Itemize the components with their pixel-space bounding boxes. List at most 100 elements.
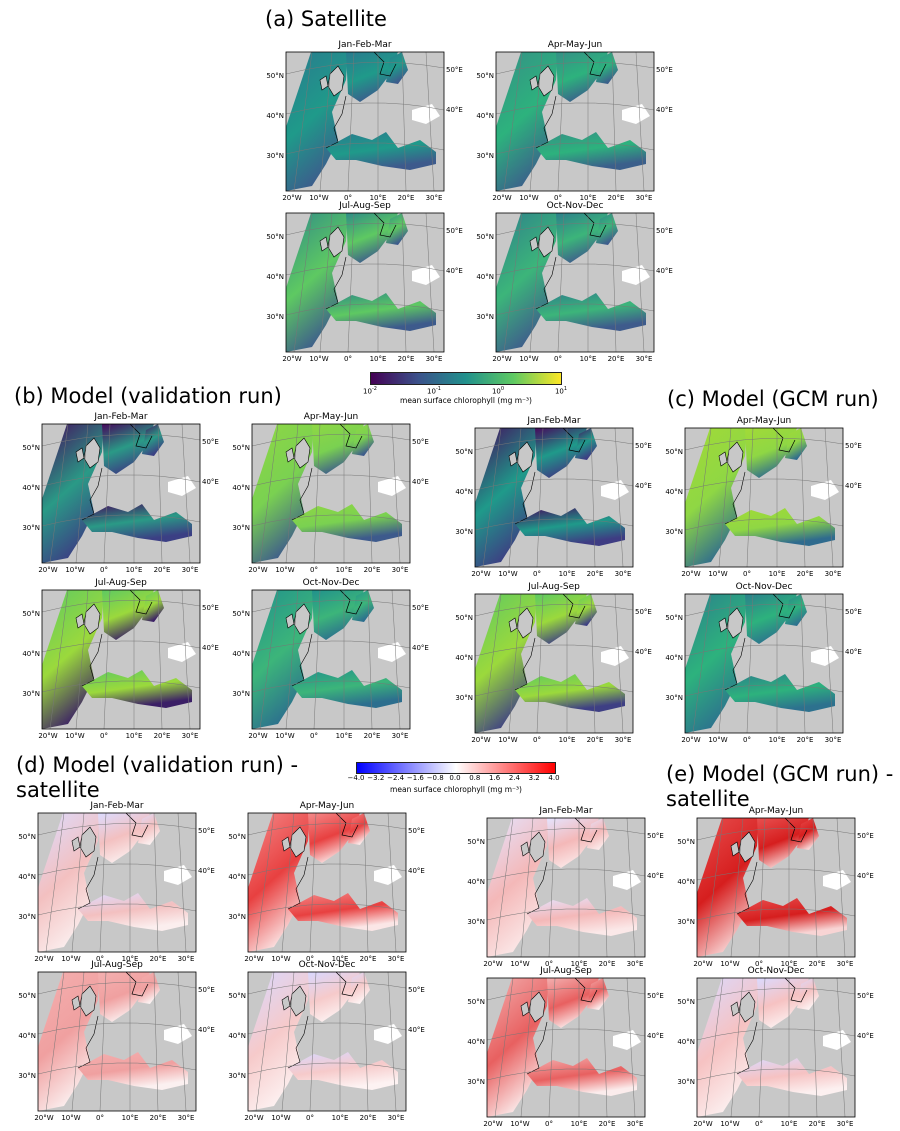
mediterranean-sea	[737, 898, 847, 936]
season-title: Jan-Feb-Mar	[94, 412, 148, 422]
map-canvas: 50°N 40°N 30°N 20°W 10°W 0° 10°E 20°E 30°E 50°E 40…	[677, 817, 874, 968]
mediterranean-sea	[78, 1052, 188, 1090]
lon-label: 20°E	[398, 355, 415, 363]
lon-label: 10°E	[332, 955, 349, 963]
map-frame	[684, 427, 844, 568]
season-title: Oct-Nov-Dec	[298, 960, 356, 970]
lat-label: 30°N	[228, 1072, 246, 1080]
lon-label: 10°W	[309, 355, 328, 363]
black-sea	[164, 1024, 192, 1044]
lat-label: 40°N	[677, 1038, 695, 1046]
coastline-mainland	[287, 856, 309, 910]
lon-label: 10°W	[510, 960, 529, 968]
lon-label-right: 50°E	[446, 227, 463, 235]
north-sea	[102, 590, 154, 640]
lat-label: 30°N	[228, 913, 246, 921]
lat-label: 50°N	[677, 838, 695, 846]
north-sea	[308, 813, 360, 863]
lat-label: 50°N	[266, 233, 284, 241]
lat-label: 40°N	[22, 650, 40, 658]
lat-label: 40°N	[22, 484, 40, 492]
black-sea	[412, 104, 440, 124]
season-title: Apr-May-Jun	[748, 806, 804, 816]
map-panel-c-1: Jan-Feb-Mar	[455, 416, 652, 581]
season-title: Jul-Aug-Sep	[339, 201, 391, 211]
lon-label: 10°E	[580, 355, 597, 363]
lon-label: 20°W	[681, 570, 700, 578]
graticule	[42, 590, 200, 729]
scandinavia-coast	[129, 424, 153, 449]
lat-label: 40°N	[467, 878, 485, 886]
lon-label: 30°E	[178, 955, 195, 963]
ireland	[520, 1001, 530, 1017]
map-panel-a-4: Oct-Nov-Dec	[476, 201, 673, 366]
colorbar-diff-tick: 1.6	[489, 774, 501, 782]
scandinavia-coast	[335, 813, 359, 838]
lon-label: 0°	[344, 355, 352, 363]
coastline-mainland	[81, 467, 103, 521]
lon-label: 10°W	[65, 566, 84, 574]
lon-label: 20°E	[599, 960, 616, 968]
lon-label-right: 40°E	[857, 1032, 874, 1040]
ireland	[75, 447, 85, 463]
north-sea	[547, 978, 599, 1028]
map-panel-b-3: Jul-Aug-Sep	[22, 578, 219, 743]
lat-label: 30°N	[266, 152, 284, 160]
north-sea	[535, 594, 587, 644]
scandinavia-coast	[373, 52, 397, 77]
season-title: Oct-Nov-Dec	[302, 578, 360, 588]
lat-label: 30°N	[665, 528, 683, 536]
map-frame	[247, 812, 407, 953]
lat-label: 40°N	[476, 273, 494, 281]
lon-label: 30°E	[627, 960, 644, 968]
black-sea	[823, 870, 851, 890]
lon-label: 10°W	[720, 1120, 739, 1128]
lat-label: 50°N	[677, 998, 695, 1006]
lon-label-right: 50°E	[202, 438, 219, 446]
north-sea	[535, 428, 587, 478]
north-sea	[745, 594, 797, 644]
graticule	[248, 813, 406, 952]
map-panel-e-1: Jan-Feb-Mar	[467, 806, 664, 971]
lat-label: 30°N	[476, 313, 494, 321]
lon-label: 0°	[310, 732, 318, 740]
map-panel-c-2: Apr-May-Jun	[665, 416, 862, 581]
map-panel-d-2: Apr-May-Jun	[228, 801, 425, 966]
lon-label-right: 40°E	[412, 644, 429, 652]
black-sea	[378, 642, 406, 662]
colorbar-log-tick: 10-1	[427, 386, 441, 396]
lon-label: 0°	[306, 955, 314, 963]
graticule	[252, 590, 410, 729]
lon-label-right: 40°E	[635, 648, 652, 656]
ireland	[718, 617, 728, 633]
lon-label: 10°E	[336, 732, 353, 740]
lon-label: 20°E	[797, 736, 814, 744]
lon-label: 30°E	[392, 732, 409, 740]
lon-label-right: 40°E	[446, 106, 463, 114]
lat-label: 30°N	[467, 918, 485, 926]
graticule	[475, 428, 633, 567]
lat-label: 30°N	[266, 313, 284, 321]
scandinavia-coast	[129, 590, 153, 615]
lon-label-right: 50°E	[412, 604, 429, 612]
north-sea	[757, 818, 809, 868]
map-frame	[486, 817, 646, 958]
lon-label-right: 40°E	[412, 478, 429, 486]
map-canvas: 50°N 40°N 30°N 20°W 10°W 0° 10°E 20°E 30°E 50°E 40…	[467, 977, 664, 1128]
season-title: Jan-Feb-Mar	[90, 801, 144, 811]
map-frame	[285, 212, 445, 353]
black-sea	[622, 265, 650, 285]
map-panel-c-3: Jul-Aug-Sep	[455, 582, 652, 747]
lon-label: 0°	[545, 960, 553, 968]
coastline-mainland	[291, 467, 313, 521]
map-canvas: 50°N 40°N 30°N 20°W 10°W 0° 10°E 20°E 30°E 50°E 40…	[677, 977, 874, 1128]
colorbar-diff-label: mean surface chlorophyll (mg m⁻³)	[390, 785, 522, 794]
coastline-mainland	[526, 861, 548, 915]
lon-label: 30°E	[615, 570, 632, 578]
black-sea	[601, 480, 629, 500]
lon-label: 10°W	[65, 732, 84, 740]
colorbar-diff-tick: 0.0	[449, 774, 461, 782]
lon-label-right: 40°E	[198, 1026, 215, 1034]
graticule	[496, 52, 654, 191]
map-canvas: 50°N 40°N 30°N 20°W 10°W 0° 10°E 20°E 30°E 50°E 40…	[22, 423, 219, 574]
